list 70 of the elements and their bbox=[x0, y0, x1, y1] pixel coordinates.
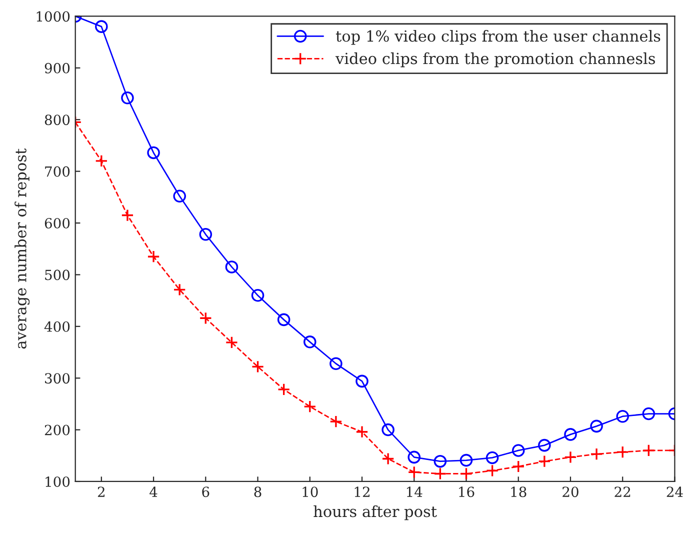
point bbox=[616, 446, 629, 458]
y-tick-label: 800 bbox=[44, 114, 70, 126]
x-tick-label: 8 bbox=[254, 486, 262, 498]
point bbox=[121, 92, 134, 104]
point bbox=[538, 438, 551, 452]
point bbox=[199, 312, 212, 325]
y-tick-label: 300 bbox=[45, 373, 70, 384]
point bbox=[616, 410, 629, 423]
x-tick-label: 6 bbox=[202, 486, 210, 498]
point bbox=[512, 444, 525, 457]
point bbox=[330, 357, 342, 370]
point bbox=[590, 420, 603, 433]
point bbox=[225, 260, 238, 274]
point bbox=[147, 146, 160, 160]
point bbox=[408, 450, 421, 464]
x-tick-label: 22 bbox=[614, 486, 630, 497]
y-tick-label: 1000 bbox=[36, 11, 70, 22]
point bbox=[147, 250, 160, 264]
point bbox=[642, 407, 656, 420]
point bbox=[356, 425, 368, 438]
x-axis-title: hours after post bbox=[314, 505, 437, 520]
point bbox=[356, 374, 368, 388]
point bbox=[538, 454, 551, 468]
x-tick-label: 12 bbox=[354, 486, 370, 497]
point bbox=[590, 448, 603, 460]
point bbox=[173, 190, 186, 203]
point bbox=[642, 444, 656, 457]
legend-label: video clips from the promotion channesls bbox=[335, 52, 655, 68]
x-tick-label: 24 bbox=[666, 486, 683, 497]
x-tick-label: 18 bbox=[511, 486, 526, 498]
point bbox=[251, 288, 264, 302]
point bbox=[512, 460, 525, 473]
point bbox=[564, 450, 577, 464]
y-tick-label: 600 bbox=[44, 218, 70, 228]
point bbox=[173, 283, 186, 296]
point bbox=[408, 466, 421, 479]
x-tick-label: 20 bbox=[562, 486, 578, 498]
point bbox=[564, 428, 577, 441]
x-tick-label: 16 bbox=[459, 486, 474, 498]
point bbox=[434, 467, 447, 480]
point bbox=[330, 415, 342, 428]
point bbox=[382, 423, 394, 436]
point bbox=[121, 208, 134, 222]
point bbox=[434, 454, 447, 468]
legend-label: top 1% video clips from the user channels bbox=[336, 30, 660, 45]
x-tick-label: 4 bbox=[150, 486, 158, 497]
point bbox=[225, 336, 238, 349]
y-tick-label: 900 bbox=[44, 62, 70, 74]
point bbox=[303, 400, 316, 413]
y-tick-label: 200 bbox=[44, 424, 70, 436]
point bbox=[277, 383, 290, 396]
point bbox=[95, 20, 108, 33]
y-axis-title: average number of repost bbox=[14, 148, 30, 349]
point bbox=[486, 464, 499, 478]
point bbox=[95, 154, 108, 168]
x-tick-label: 14 bbox=[406, 486, 422, 497]
x-tick-label: 2 bbox=[98, 486, 104, 497]
point bbox=[486, 451, 499, 464]
point bbox=[460, 467, 473, 480]
y-tick-label: 700 bbox=[45, 166, 70, 177]
point bbox=[460, 454, 473, 467]
point bbox=[303, 336, 316, 348]
y-tick-label: 400 bbox=[44, 321, 70, 332]
x-tick-label: 10 bbox=[302, 486, 318, 498]
point bbox=[199, 228, 212, 241]
point bbox=[382, 452, 394, 466]
y-tick-label: 100 bbox=[46, 476, 70, 487]
point bbox=[251, 360, 264, 374]
point bbox=[277, 313, 290, 326]
y-tick-label: 500 bbox=[45, 270, 70, 280]
